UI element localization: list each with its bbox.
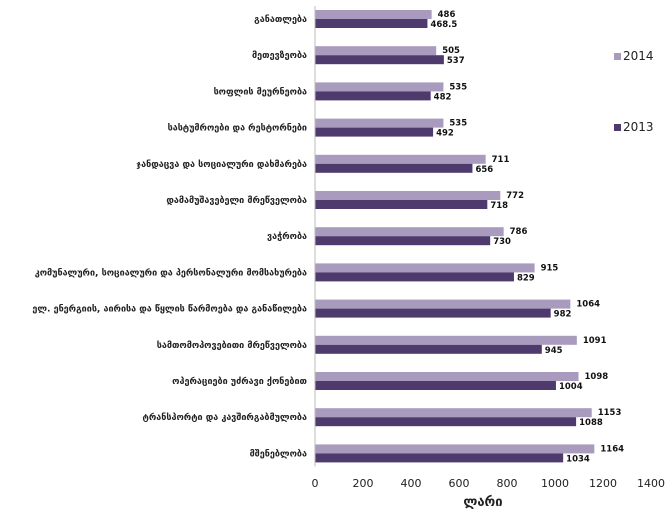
value-label-2014: 486 [438,10,456,20]
category-labels-layer: განათლება მეთევზეობა სოფლის მეურნეობა სასტუ… [32,15,307,459]
value-label-2013: 730 [493,237,511,247]
bar-2014 [315,335,577,345]
value-label-2013: 492 [436,129,454,139]
category-label: სოფლის მეურნეობა [214,86,307,97]
category-label: მეთევზეობა [252,51,307,61]
x-tick-label: 600 [449,477,470,490]
legend: 2014 2013 [614,49,654,134]
x-axis-title: ლარი [463,495,502,510]
bar-2014 [315,227,504,237]
bar-2013 [315,272,514,282]
value-label-2013: 1004 [559,382,583,392]
x-tick-label: 0 [312,477,319,490]
value-label-2013: 468.5 [430,20,457,30]
value-label-2014: 505 [442,46,460,56]
legend-swatch-2014 [614,53,621,60]
bar-2013 [315,417,577,427]
value-label-2013: 656 [475,165,493,175]
value-label-2013: 537 [447,56,465,66]
bar-2013 [315,381,556,390]
legend-label-2013: 2013 [623,120,654,134]
bar-2013 [315,127,434,137]
category-label: სამთომოპოვებითი მრეწველობა [157,340,307,351]
bar-2014 [315,444,595,454]
value-label-2013: 945 [545,346,563,356]
value-label-2014: 535 [449,82,467,92]
value-label-2013: 482 [434,92,452,102]
value-label-2014: 786 [510,227,528,237]
bar-2014 [315,10,432,19]
bar-2014 [315,154,486,164]
bar-2013 [315,55,444,65]
bar-2014 [315,191,501,200]
category-label: განათლება [254,15,307,25]
x-tick-label: 800 [497,477,518,490]
value-label-2013: 829 [517,273,535,283]
bar-2013 [315,236,491,246]
x-tick-label: 1200 [589,477,617,490]
category-label: მშენებლობა [250,449,307,459]
category-label: კომუნალური, სოციალური და პერსონალური მომ… [35,267,307,278]
value-label-2014: 711 [492,155,510,165]
bar-2013 [315,200,488,209]
value-label-2014: 535 [449,119,467,129]
bar-2013 [315,344,542,354]
category-label: ოპერაციები უძრავი ქონებით [172,376,307,387]
x-tick-label: 1400 [637,477,665,490]
value-label-2014: 1153 [598,408,622,418]
bar-2013 [315,163,473,173]
value-label-2014: 1064 [576,300,600,310]
legend-swatch-2013 [614,124,621,131]
category-label: ტრანსპორტი და კავშირგაბმულობა [143,412,307,423]
bar-2013 [315,308,551,318]
value-label-2014: 772 [506,191,524,201]
category-label: სასტუმროები და რესტორნები [168,123,307,134]
bar-2014 [315,408,592,418]
bar-2014 [315,82,444,92]
category-label: ელ. ენერგიის, აირისა და წყლის წარმოება დ… [32,304,307,315]
bar-2014 [315,263,535,273]
value-label-2013: 1088 [579,418,603,428]
bar-2013 [315,453,564,463]
x-tick-label: 400 [401,477,422,490]
value-label-2014: 1098 [585,372,609,382]
bars-layer [315,10,595,463]
value-label-2013: 718 [490,201,508,211]
value-label-2013: 982 [554,310,572,320]
category-label: დამამუშავებელი მრეწველობა [166,195,307,206]
value-label-2013: 1034 [566,454,590,464]
bar-2013 [315,19,428,28]
legend-label-2014: 2014 [623,49,654,63]
category-label: ჯანდაცვა და სოციალური დახმარება [136,159,307,170]
bar-2014 [315,118,444,128]
value-label-2014: 1164 [600,444,624,454]
bar-2014 [315,372,579,381]
value-label-2014: 915 [541,263,559,273]
bar-2013 [315,91,431,101]
x-tick-label: 200 [353,477,374,490]
bar-2014 [315,46,437,56]
value-label-2014: 1091 [583,336,607,346]
x-axis-ticks-layer: 0 200 400 600 800 1000 1200 1400 [312,477,666,490]
value-labels-layer: 486468.550553753548253549271165677271878… [430,10,624,464]
bar-2014 [315,299,571,309]
x-tick-label: 1000 [541,477,569,490]
category-label: ვაჭრობა [267,231,307,242]
